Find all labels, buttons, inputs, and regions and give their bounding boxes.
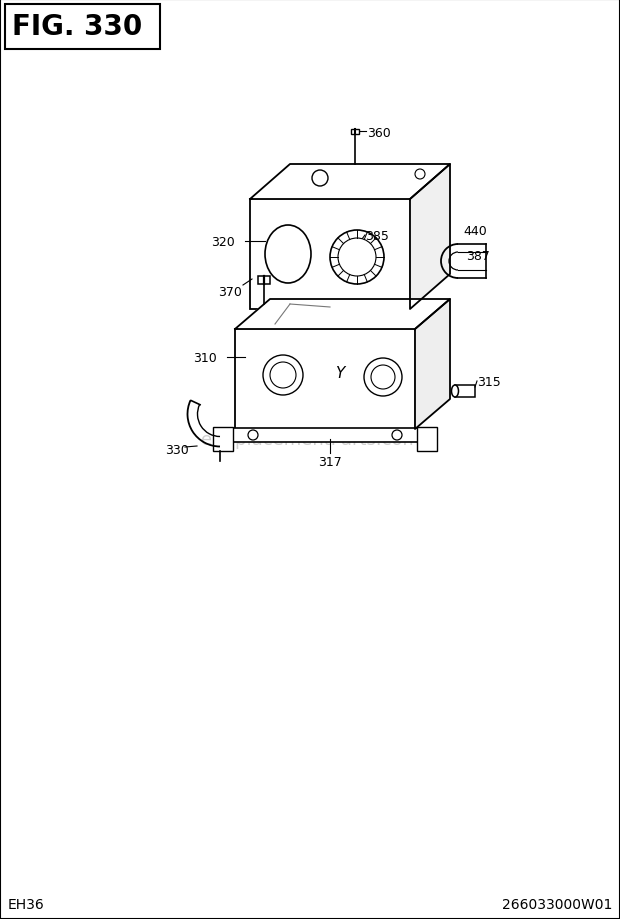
Circle shape <box>338 239 376 277</box>
Bar <box>417 427 437 451</box>
Bar <box>258 277 270 285</box>
Bar <box>455 386 475 398</box>
Polygon shape <box>250 165 450 199</box>
Circle shape <box>371 366 395 390</box>
Text: 440: 440 <box>463 225 487 238</box>
Text: Y: Y <box>335 366 345 381</box>
Text: 387: 387 <box>466 250 490 263</box>
Text: eReplacementParts.com: eReplacementParts.com <box>200 430 420 448</box>
Text: 360: 360 <box>367 127 391 140</box>
Ellipse shape <box>451 386 459 398</box>
Polygon shape <box>415 300 450 429</box>
Text: FIG. 330: FIG. 330 <box>12 13 142 41</box>
Circle shape <box>263 356 303 395</box>
Text: 320: 320 <box>211 235 235 248</box>
Circle shape <box>248 430 258 440</box>
Text: EH36: EH36 <box>8 897 45 911</box>
Circle shape <box>270 363 296 389</box>
Circle shape <box>330 231 384 285</box>
Bar <box>5 5 160 50</box>
Bar <box>351 130 359 135</box>
Circle shape <box>364 358 402 397</box>
Circle shape <box>415 170 425 180</box>
Polygon shape <box>410 165 450 310</box>
Text: 315: 315 <box>477 375 501 388</box>
Text: 330: 330 <box>165 443 189 456</box>
Text: 310: 310 <box>193 351 217 364</box>
Polygon shape <box>235 300 450 330</box>
Bar <box>250 199 410 310</box>
Text: 266033000W01: 266033000W01 <box>502 897 612 911</box>
Circle shape <box>392 430 402 440</box>
Text: 385: 385 <box>365 229 389 243</box>
Bar <box>213 427 233 451</box>
Ellipse shape <box>265 226 311 284</box>
Bar <box>235 330 415 429</box>
Text: 317: 317 <box>318 455 342 468</box>
Circle shape <box>312 171 328 187</box>
Text: 370: 370 <box>218 285 242 298</box>
Bar <box>230 428 420 443</box>
